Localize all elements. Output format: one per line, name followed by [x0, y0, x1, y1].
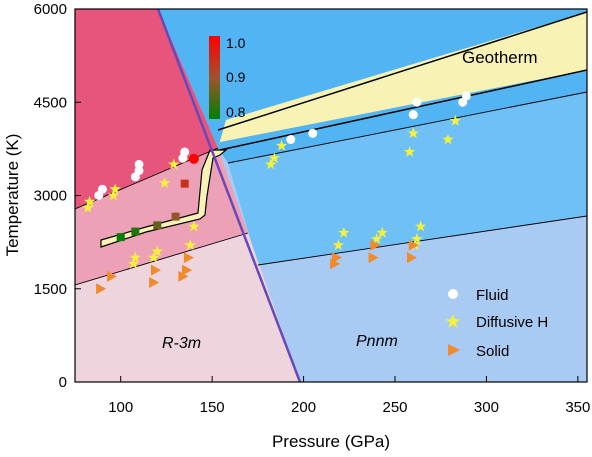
legend-fluid-label: Fluid: [476, 287, 509, 304]
y-tick-label: 3000: [34, 188, 67, 205]
x-tick-label: 350: [565, 399, 590, 416]
data-markers: [82, 91, 471, 295]
diffusive-point-marker: [147, 251, 160, 263]
fluid-point-marker: [308, 128, 318, 138]
diffusive-point-marker: [371, 233, 383, 244]
y-tick-label: 1500: [34, 281, 67, 298]
diffusive-point-marker: [376, 226, 388, 238]
region-r3m-solid: [75, 233, 300, 382]
boundary-pnnm-upper: [227, 91, 587, 164]
x-tick-label: 200: [291, 399, 316, 416]
solid-point-marker: [331, 252, 342, 264]
geotherm-upper-line: [217, 11, 587, 131]
fluid-point-marker: [134, 159, 144, 169]
colorbar-tick-label: 1.0: [226, 35, 246, 51]
fluid-point-marker: [97, 184, 107, 194]
diffusive-point-marker: [168, 158, 180, 170]
fluid-point-marker: [412, 97, 422, 107]
legend-solid-marker: [448, 344, 460, 356]
y-tick-label: 6000: [34, 1, 67, 18]
colorbar-tick-label: 0.8: [226, 104, 246, 120]
x-tick-label: 150: [200, 399, 225, 416]
solid-point-marker: [107, 270, 118, 282]
solid-point-marker: [182, 264, 193, 276]
solid-point-marker: [149, 277, 160, 289]
diffusive-point-marker: [449, 114, 461, 126]
region-pnnm-diffusive: [228, 92, 587, 265]
solid-point-marker: [178, 270, 189, 282]
fluid-point-marker: [408, 110, 418, 120]
melting-point-marker: [188, 153, 199, 164]
melting-point-marker: [131, 227, 140, 236]
diffusive-point-marker: [158, 177, 171, 188]
solid-point-marker: [368, 252, 379, 264]
y-tick-label: 4500: [34, 94, 67, 111]
diffusive-point-marker: [442, 133, 454, 145]
diffusive-point-marker: [151, 245, 163, 257]
region-label-r3m: R-3m: [162, 335, 201, 352]
diffusive-point-marker: [268, 152, 280, 164]
solid-point-marker: [96, 283, 107, 295]
geotherm-band: [218, 12, 587, 148]
diffusive-point-marker: [407, 127, 419, 139]
colorbar-gradient: [209, 36, 220, 119]
diffusive-point-marker: [411, 233, 423, 244]
melting-point-marker: [116, 233, 125, 242]
melting-point-marker: [153, 221, 162, 230]
y-tick-label: 0: [59, 374, 67, 391]
fluid-point-marker: [180, 147, 190, 157]
x-axis-title: Pressure (GPa): [272, 432, 390, 451]
solid-point-marker: [183, 252, 194, 264]
x-axis-ticks: 100 150 200 250 300 350: [108, 376, 590, 416]
boundary-pnnm-lower: [257, 215, 587, 266]
fluid-point-marker: [286, 135, 296, 145]
legend-fluid-marker: [448, 289, 458, 299]
x-tick-label: 300: [474, 399, 499, 416]
boundary-r3m-lower: [75, 232, 249, 286]
fluid-point-marker: [134, 166, 144, 176]
phase-boundary-line: [156, 9, 302, 382]
diffusive-point-marker: [82, 201, 94, 213]
legend-diffusive-label: Diffusive H: [476, 314, 548, 331]
region-label-pnnm: Pnnm: [356, 333, 398, 350]
diffusive-point-marker: [403, 146, 416, 157]
y-axis-ticks: 0 1500 3000 4500 6000: [34, 1, 81, 391]
melting-point-marker: [171, 212, 180, 221]
diffusive-point-marker: [107, 189, 120, 201]
solid-point-marker: [150, 264, 161, 276]
diffusive-point-marker: [414, 220, 427, 232]
x-tick-label: 100: [108, 399, 133, 416]
solid-point-marker: [408, 239, 419, 251]
y-axis-title: Temperature (K): [3, 134, 22, 257]
diffusive-point-marker: [338, 226, 350, 238]
diffusive-point-marker: [275, 139, 288, 151]
solid-point-marker: [370, 239, 381, 251]
legend-diffusive-marker: [445, 314, 461, 329]
diffusive-point-marker: [83, 195, 96, 207]
geotherm-lower-line: [219, 69, 587, 151]
legend: Fluid Diffusive H Solid: [445, 287, 548, 360]
diffusive-point-marker: [188, 220, 200, 232]
diffusive-point-marker: [109, 183, 121, 195]
region-label-geotherm: Geotherm: [462, 48, 538, 67]
diffusive-point-marker: [184, 239, 196, 251]
solid-point-marker: [406, 252, 417, 264]
diffusive-point-marker: [127, 257, 140, 269]
diffusive-point-marker: [129, 251, 141, 263]
fluid-point-marker: [461, 91, 471, 101]
colorbar-tick-label: 0.9: [226, 69, 246, 85]
melting-curve-markers: [116, 153, 199, 242]
x-tick-label: 250: [382, 399, 407, 416]
colorbar: 1.0 0.9 0.8: [209, 35, 246, 120]
legend-solid-label: Solid: [476, 343, 509, 360]
diffusive-point-marker: [265, 158, 277, 170]
melting-point-marker: [180, 179, 189, 188]
diffusive-point-marker: [332, 239, 344, 251]
